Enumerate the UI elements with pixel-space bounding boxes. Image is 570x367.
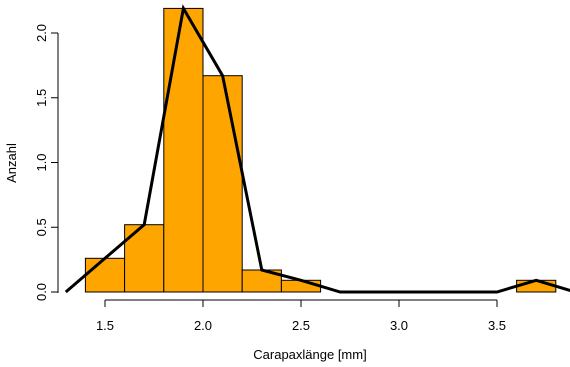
- x-axis-ticks: 1.5 2.0 2.5 3.0 3.5: [96, 300, 506, 333]
- y-tick-label-1: 0.0: [34, 283, 49, 301]
- histogram-bars: [84, 7, 557, 293]
- y-tick-label-5: 2.0: [34, 24, 49, 42]
- x-axis-label: Carapaxlänge [mm]: [253, 347, 366, 362]
- histogram-bar-4: [202, 75, 243, 293]
- histogram-bar-3: [163, 7, 204, 293]
- y-tick-label-2: 0.5: [34, 218, 49, 236]
- x-tick-label-4: 3.0: [390, 318, 408, 333]
- histogram-bar-6: [280, 279, 322, 293]
- y-tick-label-3: 1.0: [34, 153, 49, 171]
- x-tick-label-5: 3.5: [488, 318, 506, 333]
- x-tick-label-3: 2.5: [292, 318, 310, 333]
- frequency-polygon-line: [64, 4, 570, 294]
- y-tick-label-4: 1.5: [34, 89, 49, 107]
- y-axis-label: Anzahl: [4, 143, 19, 183]
- y-axis-ticks: 0.0 0.5 1.0 1.5 2.0: [34, 24, 58, 301]
- x-tick-label-1: 1.5: [96, 318, 114, 333]
- histogram-bar-7: [516, 279, 557, 293]
- x-tick-label-2: 2.0: [194, 318, 212, 333]
- histogram-bar-1: [84, 257, 126, 293]
